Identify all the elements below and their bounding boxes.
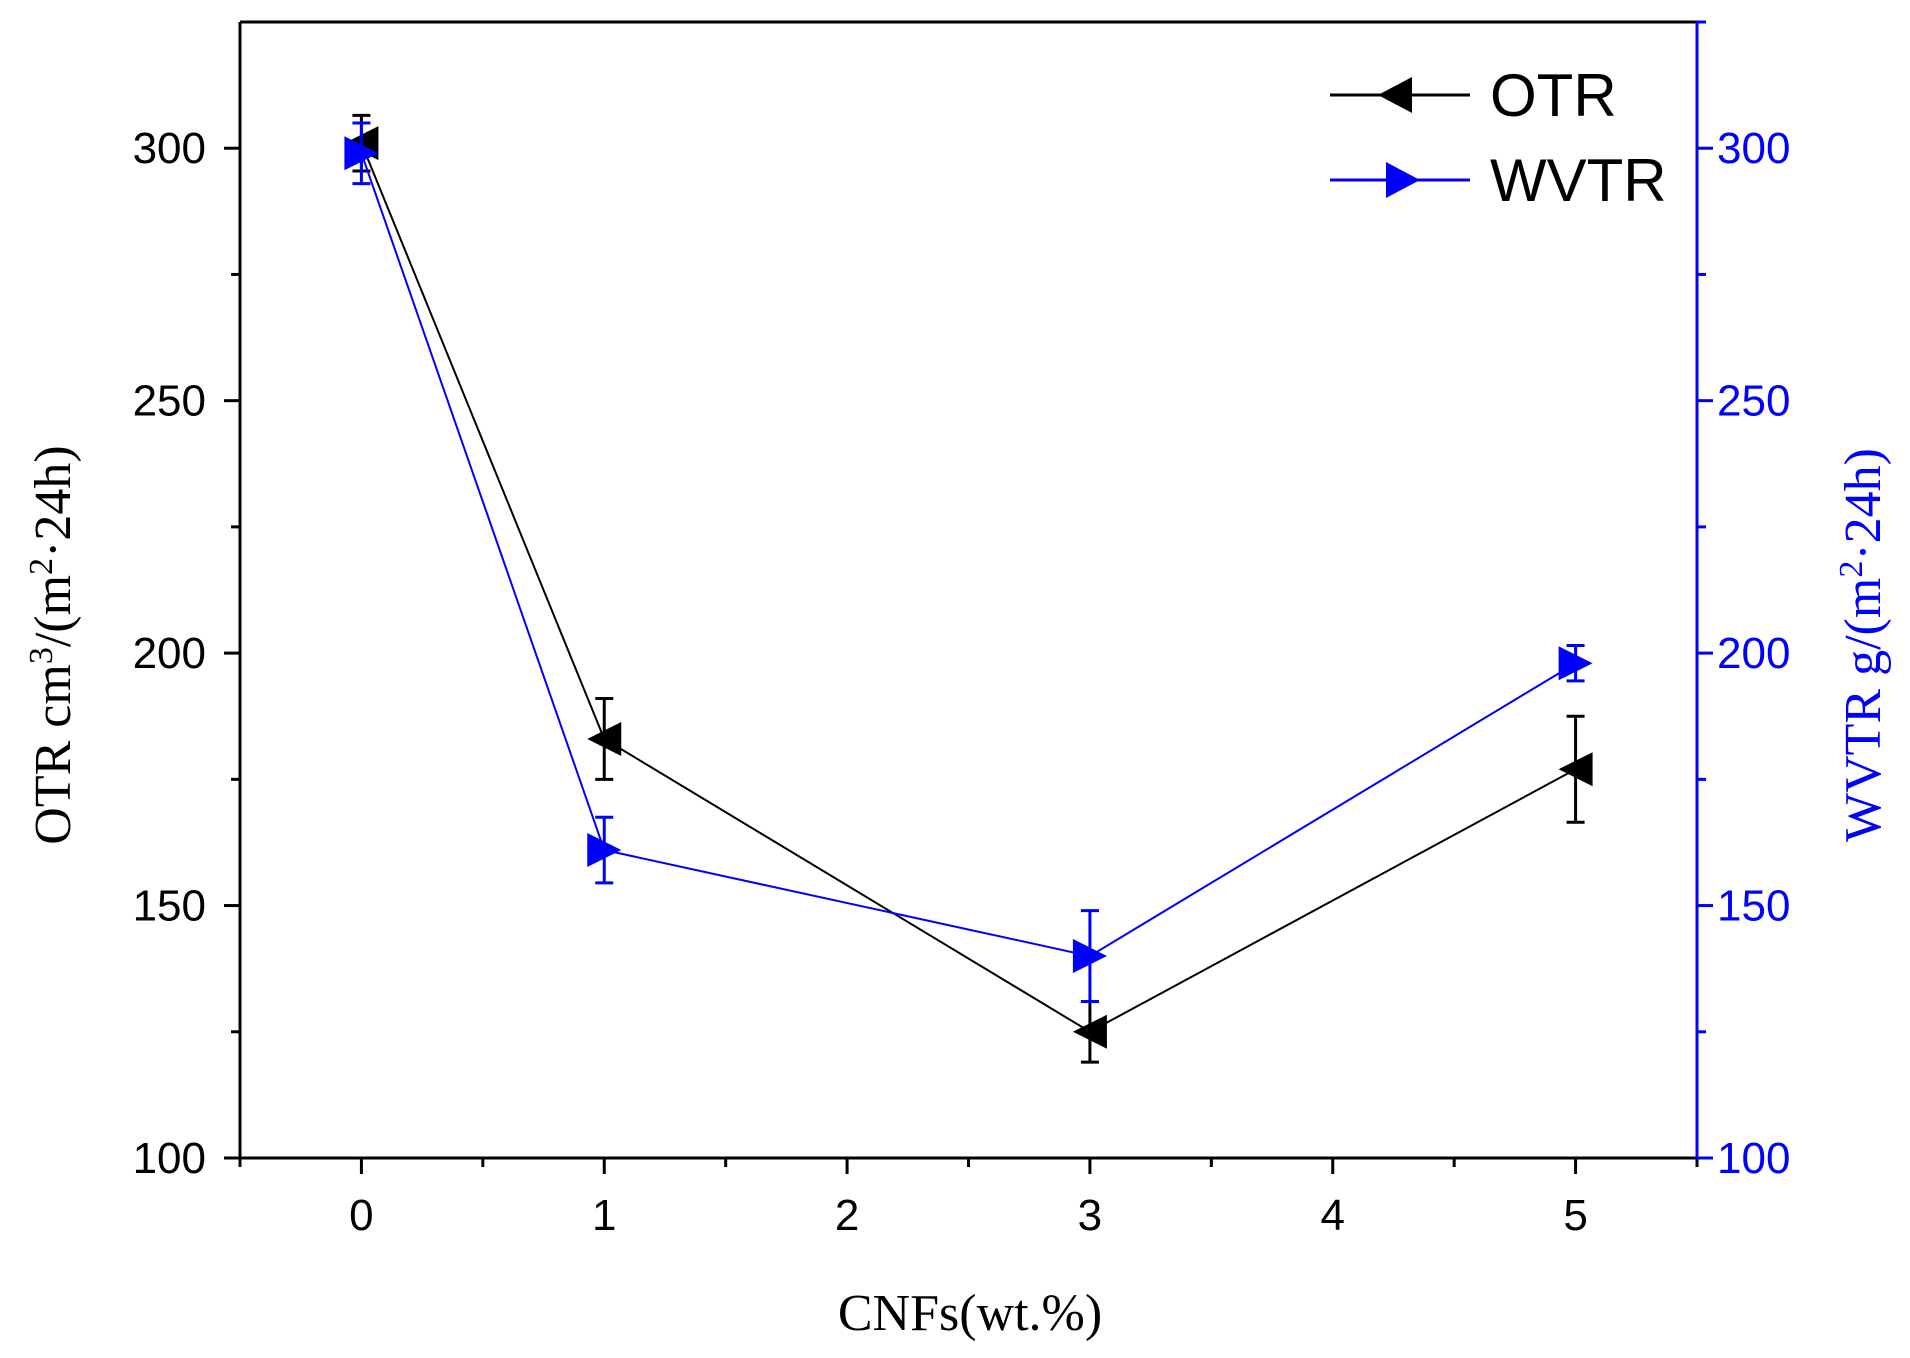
y-left-title-suffix: ·24h) xyxy=(25,445,82,558)
y-left-title-mid: /(m xyxy=(25,575,82,647)
legend: OTR WVTR xyxy=(1330,62,1667,214)
y-axis-right-title: WVTR g/(m2·24h) xyxy=(1833,448,1893,842)
otr-point xyxy=(587,721,622,756)
y-right-tick-label: 100 xyxy=(1717,1134,1790,1183)
x-tick-label: 2 xyxy=(835,1191,859,1240)
y-right-tick-label: 150 xyxy=(1717,882,1790,931)
otr-point xyxy=(1558,752,1593,787)
y-left-tick-label: 250 xyxy=(133,377,206,426)
y-right-title-sup: 2 xyxy=(1833,561,1870,578)
y-axis-left-title: OTR cm3/(m2·24h) xyxy=(23,445,83,844)
y-right-tick-label: 250 xyxy=(1717,377,1790,426)
legend-otr-marker xyxy=(1378,77,1412,113)
wvtr-point xyxy=(1558,646,1593,681)
y-right-tick-label: 200 xyxy=(1717,629,1790,678)
y-left-title-sup2: 2 xyxy=(23,558,60,575)
x-tick-label: 1 xyxy=(592,1191,616,1240)
legend-wvtr-label: WVTR xyxy=(1490,147,1667,214)
x-tick-label: 5 xyxy=(1563,1191,1587,1240)
wvtr-point xyxy=(587,833,622,868)
x-tick-label: 3 xyxy=(1078,1191,1102,1240)
y-right-title-prefix: WVTR g/(m xyxy=(1835,578,1892,842)
otr-point xyxy=(1072,1014,1107,1049)
y-right-tick-label: 300 xyxy=(1717,124,1790,173)
y-left-tick-label: 150 xyxy=(133,882,206,931)
y-left-tick-label: 200 xyxy=(133,629,206,678)
legend-wvtr-marker xyxy=(1386,162,1420,198)
axes-layer: 0 1 2 3 4 5 100 150 200 250 300 100 150 200 250 300 xyxy=(133,20,1790,1240)
wvtr-point xyxy=(344,136,379,171)
wvtr-line xyxy=(360,152,1577,958)
x-tick-label: 0 xyxy=(349,1191,373,1240)
y-left-title-sup1: 3 xyxy=(23,647,60,664)
y-left-tick-label: 100 xyxy=(133,1134,206,1183)
y-left-title-prefix: OTR cm xyxy=(25,664,82,845)
otr-line xyxy=(360,142,1577,1033)
x-tick-label: 4 xyxy=(1321,1191,1345,1240)
legend-otr-label: OTR xyxy=(1490,62,1617,129)
x-axis-title: CNFs(wt.%) xyxy=(838,1285,1102,1342)
series-layer xyxy=(344,113,1593,1064)
y-left-tick-label: 300 xyxy=(133,124,206,173)
y-right-title-suffix: ·24h) xyxy=(1835,448,1892,561)
wvtr-point xyxy=(1072,939,1107,974)
